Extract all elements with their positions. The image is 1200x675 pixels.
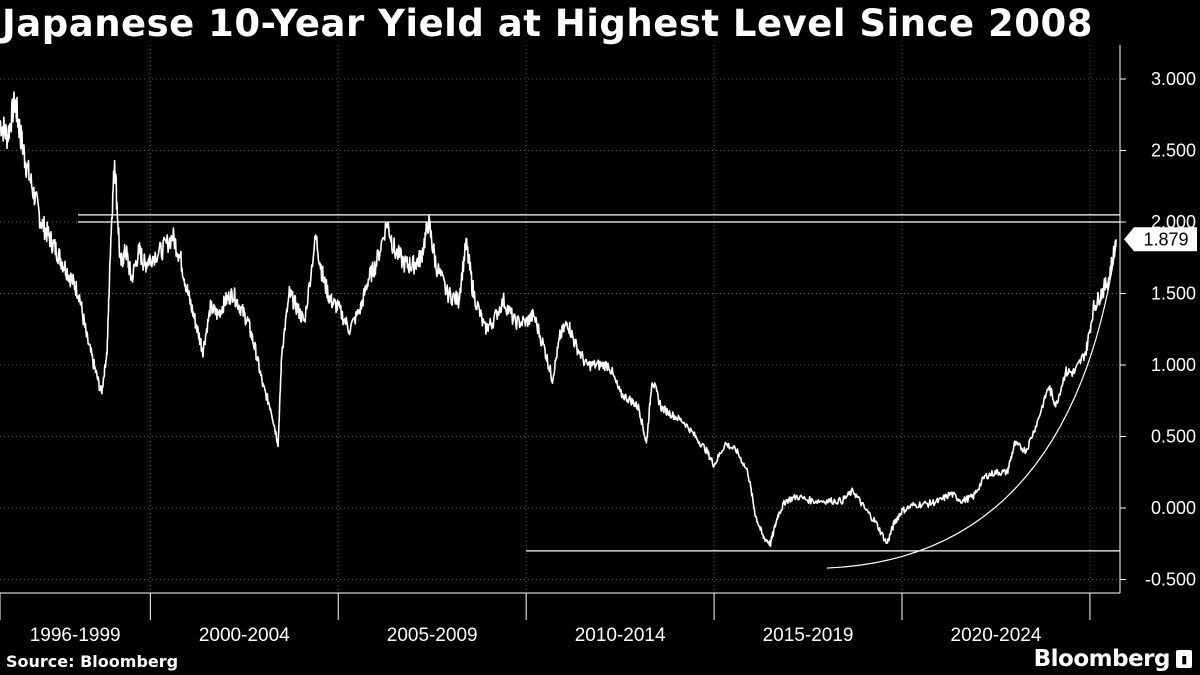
x-tick-label: 2000-2004 (199, 625, 290, 646)
y-tick-label: 1.500 (1151, 284, 1196, 304)
x-tick-label: 2005-2009 (387, 625, 478, 646)
x-tick-label: 1996-1999 (30, 625, 121, 646)
last-value-marker: 1.879 (1124, 227, 1197, 252)
x-tick-label: 2020-2024 (951, 625, 1042, 646)
chart-title: Japanese 10-Year Yield at Highest Level … (2, 2, 1093, 45)
y-axis: 3.000 2.500 2.000 1.500 1.000 0.500 0.000 -0.50… (1119, 45, 1196, 593)
trend-arc (826, 243, 1117, 569)
x-tick-label: 2015-2019 (763, 625, 854, 646)
brand-name: Bloomberg (1033, 646, 1171, 672)
trend-curve (826, 243, 1117, 569)
reference-lines (78, 214, 1120, 552)
x-axis: 1996-1999 2000-2004 2005-2009 2010-2014 2015… (0, 592, 1120, 646)
series-line (0, 91, 1117, 548)
grid-lines (0, 45, 1120, 593)
source-note: Source: Bloomberg (6, 652, 179, 671)
series-layer (0, 91, 1117, 548)
y-tick-label: -0.500 (1145, 570, 1196, 590)
y-tick-label: 2.000 (1151, 212, 1196, 232)
chart-badge-icon: ▮ (1176, 650, 1192, 668)
last-value-text: 1.879 (1143, 229, 1188, 249)
y-tick-label: 0.000 (1151, 498, 1196, 518)
x-tick-label: 2010-2014 (575, 625, 666, 646)
last-value-badge (1124, 227, 1197, 252)
brand-logo: Bloomberg ▮ (1034, 646, 1192, 672)
y-tick-label: 1.000 (1151, 355, 1196, 375)
y-tick-label: 2.500 (1151, 141, 1196, 161)
y-tick-label: 0.500 (1151, 427, 1196, 447)
y-tick-label: 3.000 (1151, 69, 1196, 89)
